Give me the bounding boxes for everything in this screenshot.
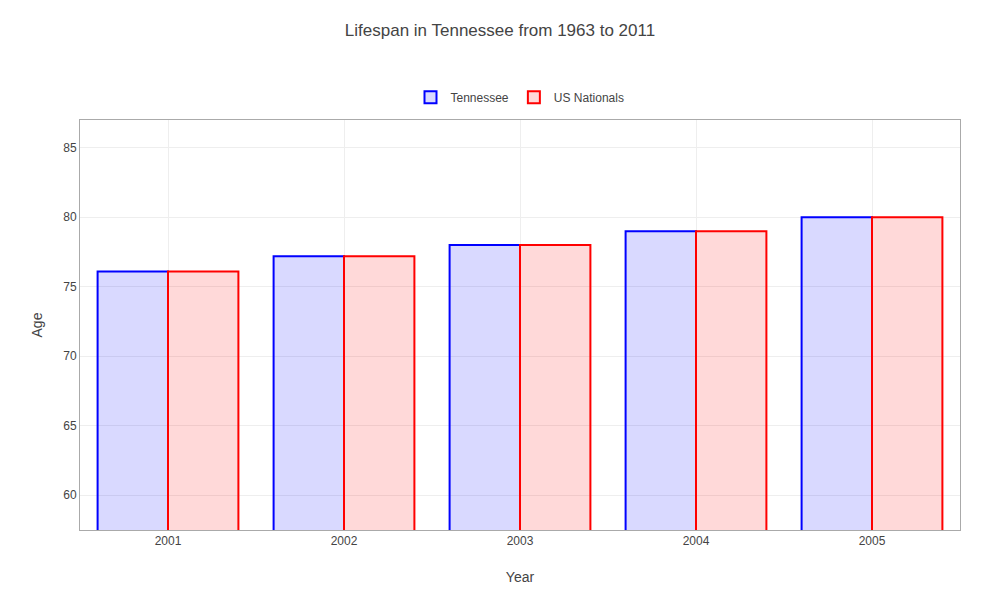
svg-text:70: 70 [63,349,77,363]
svg-text:Tennessee: Tennessee [451,91,509,105]
svg-text:2001: 2001 [155,534,182,548]
svg-text:Lifespan in Tennessee from 196: Lifespan in Tennessee from 1963 to 2011 [345,21,655,40]
svg-text:US Nationals: US Nationals [554,91,624,105]
svg-text:75: 75 [63,280,77,294]
svg-text:60: 60 [63,488,77,502]
svg-text:Age: Age [29,312,45,337]
svg-text:2005: 2005 [859,534,886,548]
svg-text:2003: 2003 [507,534,534,548]
svg-text:85: 85 [63,141,77,155]
svg-text:Year: Year [506,569,535,585]
svg-text:80: 80 [63,210,77,224]
svg-text:2002: 2002 [331,534,358,548]
svg-text:2004: 2004 [683,534,710,548]
svg-text:65: 65 [63,419,77,433]
